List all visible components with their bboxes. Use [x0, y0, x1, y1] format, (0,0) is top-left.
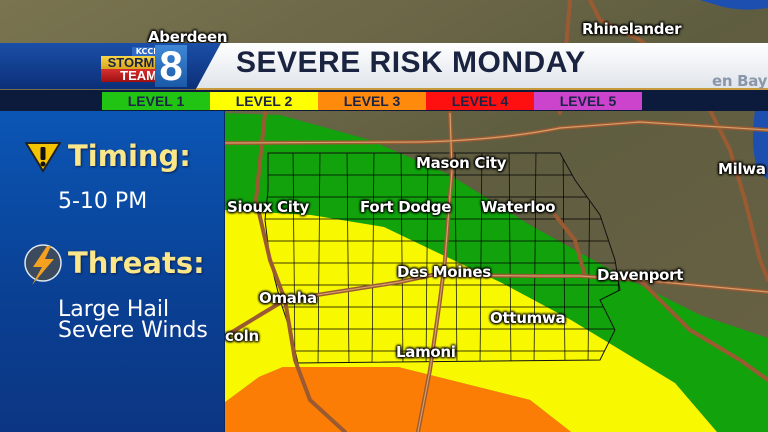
city-label-sioux-city: Sioux City — [227, 198, 309, 216]
legend-level-1: LEVEL 1 — [102, 92, 210, 110]
city-label-lincoln: coln — [225, 327, 259, 345]
highways-core — [223, 112, 768, 432]
county-borders — [265, 153, 620, 363]
city-label-mason-city: Mason City — [416, 154, 507, 172]
county-line — [508, 153, 512, 363]
page-title: SEVERE RISK MONDAY — [236, 46, 586, 79]
threats-heading: Threats: — [68, 246, 205, 280]
county-line — [371, 153, 375, 363]
logo-storm: STORM — [101, 56, 161, 69]
county-line — [292, 153, 296, 363]
city-label-aberdeen: Aberdeen — [148, 28, 228, 46]
city-label-rhinelander: Rhinelander — [582, 20, 682, 38]
city-label-ottumwa: Ottumwa — [490, 309, 566, 327]
city-label-waterloo: Waterloo — [481, 198, 556, 216]
threat-large-hail: Large Hail — [58, 297, 170, 322]
threat-severe-winds: Severe Winds — [58, 318, 208, 343]
logo-team: TEAM — [101, 69, 161, 82]
lightning-bolt-icon — [24, 244, 62, 285]
risk-area-level-3 — [224, 367, 571, 432]
legend-level-2: LEVEL 2 — [210, 92, 318, 110]
lake-superior — [700, 0, 768, 10]
title-panel — [196, 43, 768, 89]
warning-triangle-icon — [25, 142, 61, 173]
city-label-des-moines: Des Moines — [397, 263, 491, 281]
city-label-green-bay: en Bay — [712, 72, 768, 90]
city-label-lamoni: Lamoni — [396, 343, 456, 361]
county-line — [317, 153, 321, 363]
divider — [196, 88, 768, 90]
timing-value: 5-10 PM — [58, 189, 148, 214]
iowa-border — [264, 152, 621, 364]
legend-level-4: LEVEL 4 — [426, 92, 534, 110]
city-label-milwaukee: Milwa — [718, 160, 766, 178]
risk-area-level-2 — [224, 210, 717, 432]
county-line — [400, 153, 404, 363]
logo-channel: 8 — [155, 45, 187, 87]
county-line — [425, 153, 429, 363]
county-line — [479, 153, 483, 363]
legend-level-3: LEVEL 3 — [318, 92, 426, 110]
city-label-davenport: Davenport — [597, 266, 684, 284]
county-line — [533, 153, 537, 363]
county-line — [562, 153, 566, 363]
timing-heading: Timing: — [68, 139, 191, 173]
city-label-fort-dodge: Fort Dodge — [360, 198, 452, 216]
legend-level-5: LEVEL 5 — [534, 92, 642, 110]
county-line — [346, 153, 350, 363]
logo-station: KCCI — [132, 47, 160, 56]
city-label-omaha: Omaha — [259, 289, 317, 307]
risk-area-level-1 — [224, 113, 768, 432]
county-line — [454, 153, 458, 363]
